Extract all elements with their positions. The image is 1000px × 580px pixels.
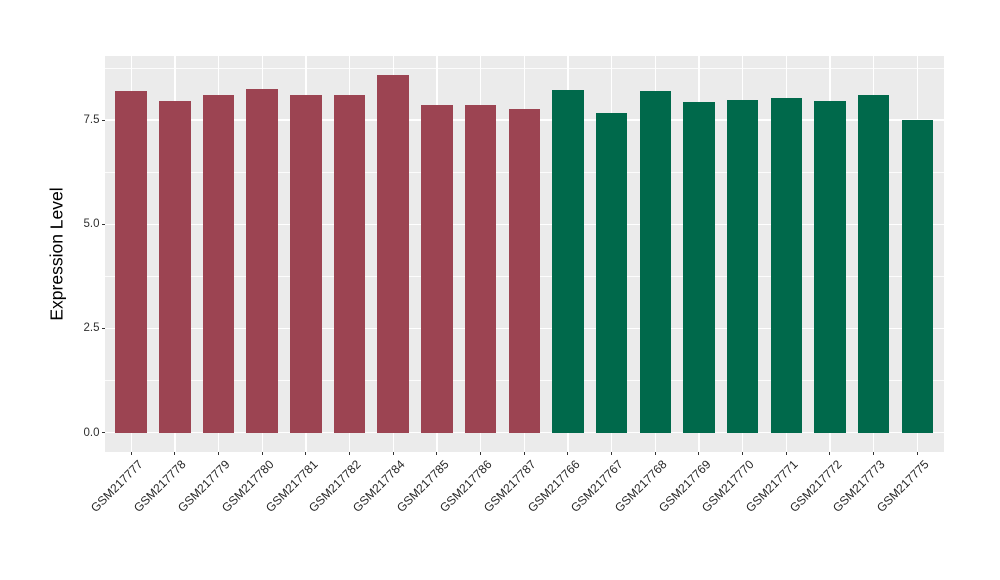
y-tick-label-7.5: 7.5 bbox=[83, 114, 100, 127]
x-tick-mark-GSM217768 bbox=[654, 451, 656, 455]
x-tick-mark-GSM217778 bbox=[174, 451, 176, 455]
x-tick-mark-GSM217787 bbox=[523, 451, 525, 455]
y-tick-mark-2.5 bbox=[101, 327, 105, 329]
y-tick-label-5.0: 5.0 bbox=[83, 218, 100, 231]
y-tick-label-0.0: 0.0 bbox=[83, 426, 100, 439]
bar-GSM217773 bbox=[857, 95, 890, 433]
bar-GSM217770 bbox=[726, 100, 759, 433]
y-tick-mark-0 bbox=[101, 431, 105, 434]
bar-GSM217778 bbox=[159, 100, 191, 433]
bar-GSM217787 bbox=[508, 109, 540, 433]
x-tick-mark-GSM217782 bbox=[349, 451, 351, 455]
x-tick-mark-GSM217785 bbox=[436, 451, 438, 455]
bar-GSM217781 bbox=[290, 95, 322, 433]
bar-GSM217780 bbox=[246, 89, 278, 433]
x-tick-mark-GSM217770 bbox=[742, 451, 744, 455]
bar-GSM217784 bbox=[377, 74, 409, 433]
y-tick-mark-7.5 bbox=[101, 119, 105, 121]
y-axis-title: Expression Level bbox=[46, 186, 67, 321]
x-tick-mark-GSM217777 bbox=[130, 451, 132, 455]
bar-GSM217785 bbox=[421, 104, 453, 433]
bar-GSM217769 bbox=[683, 102, 715, 433]
y-tick-label-2.5: 2.5 bbox=[83, 322, 100, 335]
x-tick-mark-GSM217773 bbox=[873, 451, 875, 455]
y-tick-mark-5 bbox=[101, 223, 105, 225]
x-tick-mark-GSM217772 bbox=[829, 451, 831, 455]
x-tick-mark-GSM217786 bbox=[480, 451, 482, 455]
bar-GSM217786 bbox=[464, 104, 497, 433]
x-tick-mark-GSM217775 bbox=[916, 451, 918, 455]
x-tick-mark-GSM217769 bbox=[698, 451, 700, 455]
bar-GSM217779 bbox=[202, 94, 235, 433]
x-tick-mark-GSM217784 bbox=[392, 451, 394, 455]
x-tick-mark-GSM217779 bbox=[217, 451, 220, 455]
bar-GSM217777 bbox=[115, 91, 147, 433]
bar-GSM217768 bbox=[639, 91, 672, 433]
x-tick-mark-GSM217780 bbox=[261, 451, 263, 455]
x-tick-mark-GSM217771 bbox=[785, 451, 787, 455]
bar-GSM217782 bbox=[333, 95, 366, 433]
x-tick-mark-GSM217766 bbox=[567, 451, 569, 455]
bar-GSM217775 bbox=[901, 120, 934, 433]
bar-GSM217772 bbox=[814, 100, 846, 433]
bar-GSM217771 bbox=[770, 97, 803, 433]
x-tick-mark-GSM217767 bbox=[611, 451, 613, 455]
x-tick-mark-GSM217781 bbox=[305, 451, 307, 455]
bar-GSM217766 bbox=[552, 90, 584, 433]
bar-GSM217767 bbox=[595, 112, 628, 433]
